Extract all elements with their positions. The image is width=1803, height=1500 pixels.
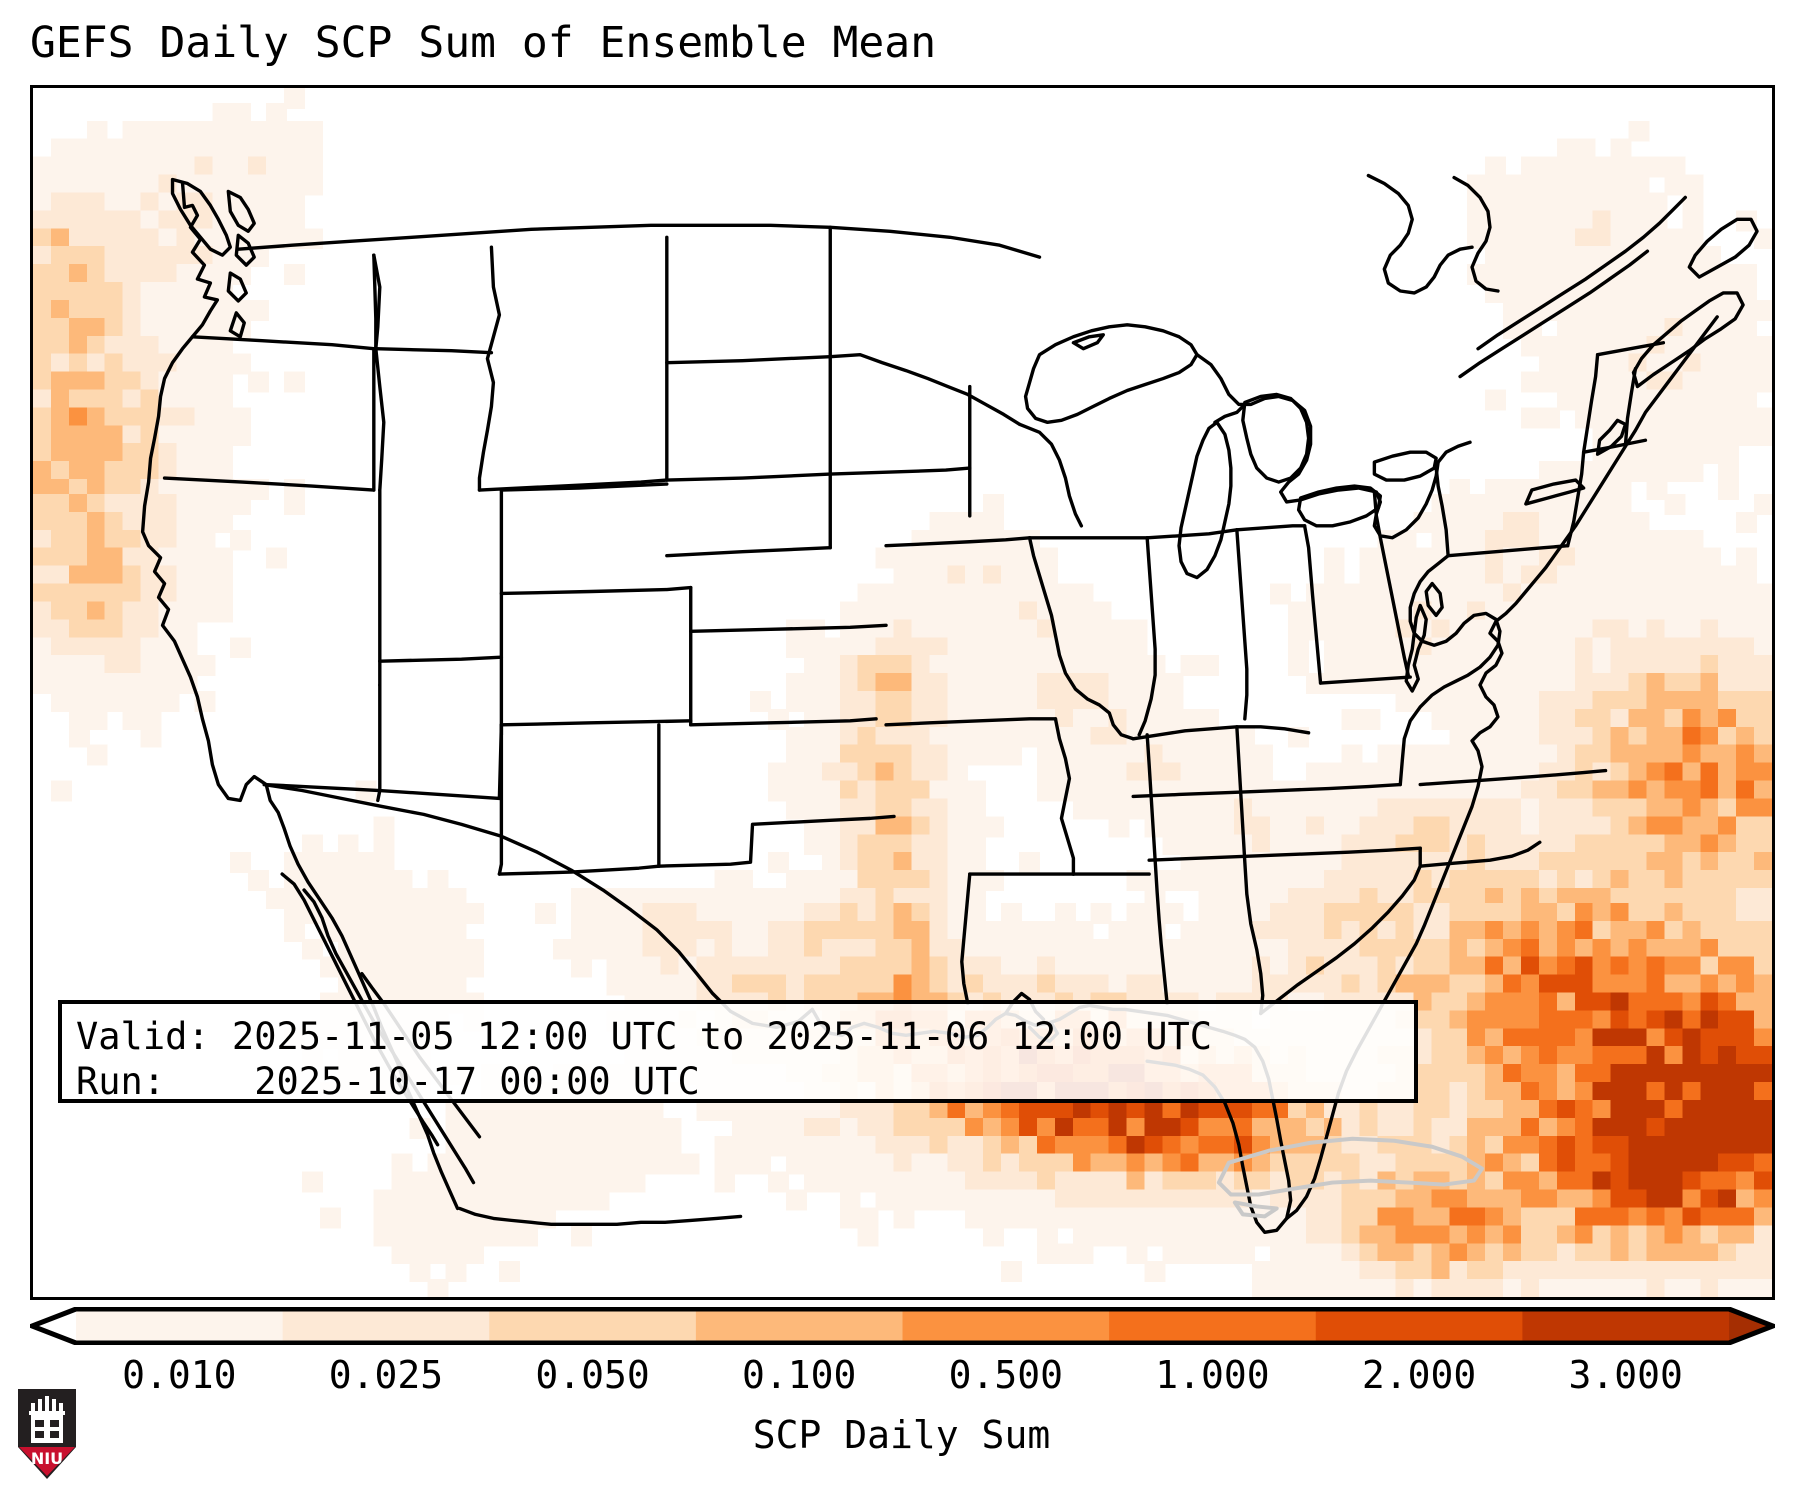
niu-logo: NIU (18, 1389, 76, 1479)
colorbar-border (30, 1307, 1775, 1345)
colorbar-tick-label: 0.500 (948, 1353, 1064, 1397)
colorbar-tick-label: 0.025 (328, 1353, 444, 1397)
colorbar-tick-label: 0.050 (535, 1353, 650, 1397)
colorbar-outline (30, 1307, 1775, 1345)
colorbar (30, 1307, 1775, 1345)
colorbar-tick-label: 0.100 (741, 1353, 857, 1397)
valid-run-info-box: Valid: 2025-11-05 12:00 UTC to 2025-11-0… (58, 1000, 1418, 1103)
colorbar-cell (282, 1309, 490, 1343)
colorbar-cell (1315, 1309, 1523, 1343)
colorbar-cell (76, 1309, 284, 1343)
colorbar-cell (902, 1309, 1110, 1343)
colorbar-under-arrow (32, 1309, 76, 1343)
colorbar-tick-label: 1.000 (1155, 1353, 1270, 1397)
colorbar-over-arrow (1729, 1309, 1773, 1343)
map-geography-overlay (140, 173, 1759, 1235)
colorbar-axis-label: SCP Daily Sum (752, 1413, 1051, 1457)
colorbar-tick-label: 2.000 (1361, 1353, 1477, 1397)
colorbar-svg (30, 1307, 1775, 1345)
page-title: GEFS Daily SCP Sum of Ensemble Mean (30, 18, 937, 68)
colorbar-tick-label: 3.000 (1568, 1353, 1683, 1397)
colorbar-tick-label: 0.010 (122, 1353, 237, 1397)
colorbar-cell (1522, 1309, 1730, 1343)
colorbar-cell (489, 1309, 697, 1343)
run-time-line: Run: 2025-10-17 00:00 UTC (76, 1060, 700, 1103)
valid-time-line: Valid: 2025-11-05 12:00 UTC to 2025-11-0… (76, 1015, 1213, 1058)
niu-tower-windows (35, 1420, 59, 1438)
niu-banner-text: NIU (31, 1449, 63, 1468)
colorbar-tick-labels: 0.010 0.025 0.050 0.100 0.500 1.000 2.000 3.000 (30, 1353, 1775, 1399)
map-plot-area (30, 85, 1775, 1300)
colorbar-cell (695, 1309, 904, 1343)
niu-banner-shape (19, 1447, 75, 1476)
colorbar-cell (1109, 1309, 1317, 1343)
colorbar-segments (32, 1309, 1773, 1343)
niu-tower-icon (29, 1396, 65, 1443)
